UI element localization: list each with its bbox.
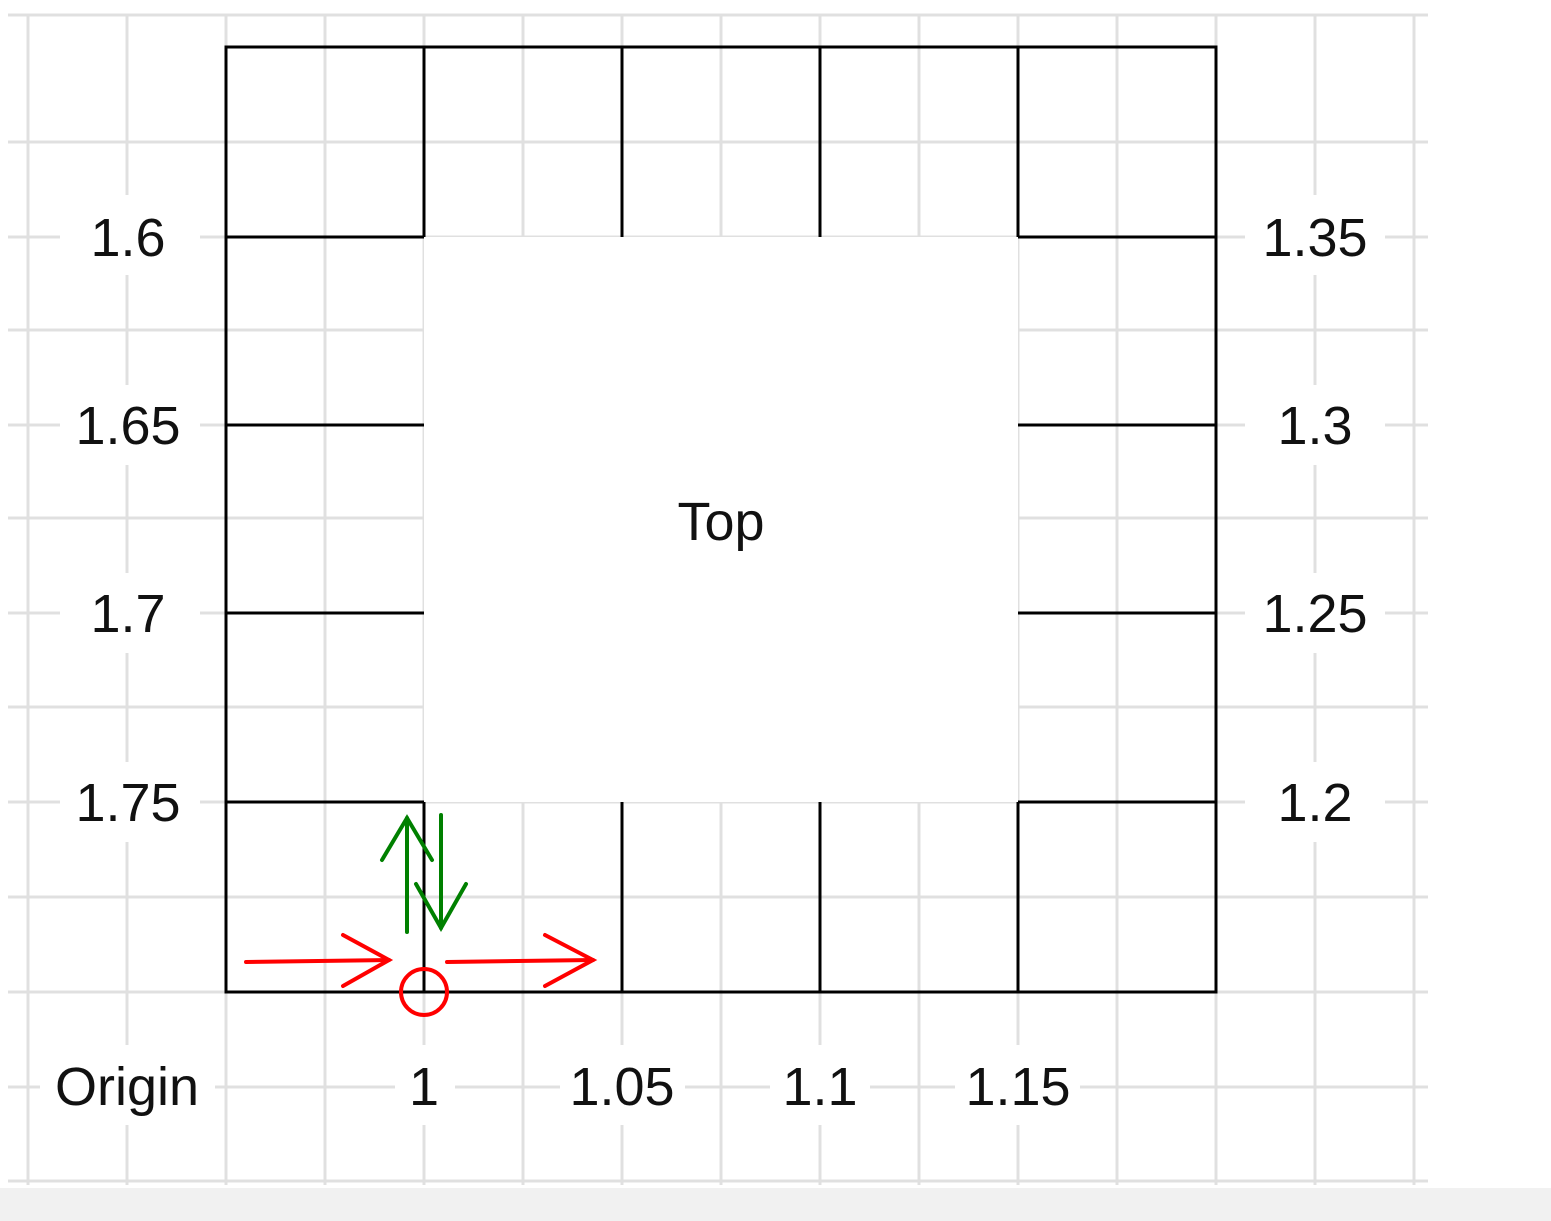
center-region (424, 237, 1018, 802)
bottom-label-4: 1.15 (965, 1057, 1070, 1117)
down-arrow-icon (414, 813, 468, 933)
left-label-1: 1.6 (90, 208, 165, 268)
right-arrow-icon (244, 933, 394, 988)
bottom-label-2: 1.05 (569, 1057, 674, 1117)
left-label-3: 1.7 (90, 584, 165, 644)
label-backgrounds (40, 195, 1385, 1125)
bottom-label-3: 1.1 (782, 1057, 857, 1117)
right-label-3: 1.25 (1262, 584, 1367, 644)
right-label-1: 1.35 (1262, 208, 1367, 268)
right-margin (1428, 0, 1551, 1188)
circle-marker-icon (399, 967, 449, 1017)
right-label-4: 1.2 (1277, 773, 1352, 833)
left-label-2: 1.65 (75, 396, 180, 456)
center-label: Top (677, 492, 764, 552)
up-arrow-icon (380, 814, 434, 934)
pad-outline (224, 45, 1218, 994)
right-arrow-icon-2 (445, 933, 598, 988)
bottom-label-1: 1 (409, 1057, 439, 1117)
origin-label: Origin (55, 1057, 199, 1117)
bottom-strip (0, 1188, 1551, 1221)
right-label-2: 1.3 (1277, 396, 1352, 456)
left-label-4: 1.75 (75, 773, 180, 833)
